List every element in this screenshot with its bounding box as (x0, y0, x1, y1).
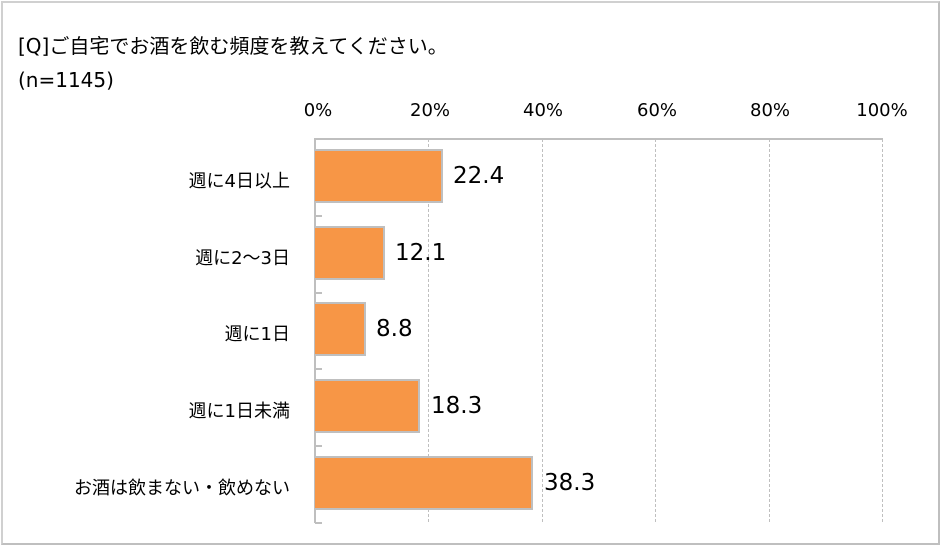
bar-value-label: 38.3 (544, 470, 596, 496)
gridline-100 (882, 139, 883, 522)
bar-value-label: 12.1 (395, 240, 447, 266)
category-label: 週に1日未満 (188, 401, 290, 422)
chart-title: [Q]ご自宅でお酒を飲む頻度を教えてください。 (18, 34, 448, 58)
gridline-60 (655, 139, 656, 522)
category-label: 週に2～3日 (195, 248, 290, 269)
x-tick-label-20: 20% (409, 100, 451, 121)
bar-1-day (315, 302, 366, 356)
x-tick-label-40: 40% (522, 100, 564, 121)
bar-2-3-days (315, 226, 385, 280)
category-tick (315, 522, 322, 524)
gridline-20 (428, 139, 429, 522)
bar-less-than-1-day (315, 379, 420, 433)
category-label: お酒は飲まない・飲めない (74, 478, 290, 499)
category-label: 週に1日 (224, 324, 290, 345)
category-tick (315, 215, 322, 217)
category-tick (315, 445, 322, 447)
category-label: 週に4日以上 (188, 171, 290, 192)
bar-value-label: 22.4 (453, 163, 505, 189)
x-axis-line (315, 138, 883, 140)
category-tick (315, 368, 322, 370)
x-tick-label-80: 80% (749, 100, 791, 121)
bar-value-label: 18.3 (431, 393, 483, 419)
category-tick (315, 292, 322, 294)
x-tick-label-100: 100% (856, 100, 908, 121)
bar-no-drinking (315, 456, 533, 510)
gridline-80 (769, 139, 770, 522)
x-tick-label-0: 0% (303, 100, 333, 121)
bar-4-days-plus (315, 149, 443, 203)
bar-value-label: 8.8 (376, 316, 413, 342)
x-tick-label-60: 60% (636, 100, 678, 121)
gridline-40 (542, 139, 543, 522)
sample-size: (n=1145) (18, 68, 114, 92)
